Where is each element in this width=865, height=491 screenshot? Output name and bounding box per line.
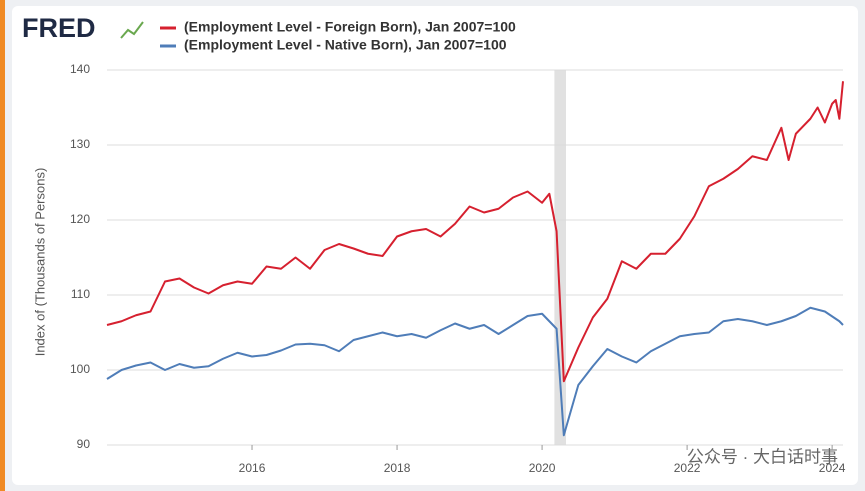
y-tick-label: 100 xyxy=(70,362,90,376)
logo: FRED xyxy=(22,13,96,43)
y-tick-label: 90 xyxy=(77,437,91,451)
x-tick-label: 2024 xyxy=(819,461,846,475)
side-bar xyxy=(0,0,5,491)
logo-icon xyxy=(120,21,144,39)
y-tick-label: 110 xyxy=(71,287,90,301)
x-tick-label: 2020 xyxy=(529,461,556,475)
legend-label: (Employment Level - Foreign Born), Jan 2… xyxy=(184,19,516,35)
y-tick-label: 140 xyxy=(70,62,90,76)
x-tick-label: 2022 xyxy=(674,461,701,475)
card xyxy=(12,6,858,485)
series-line xyxy=(106,306,844,437)
y-tick-label: 130 xyxy=(70,137,90,151)
y-axis-label: Index of (Thousands of Persons) xyxy=(32,168,47,357)
recession-shade xyxy=(554,70,567,445)
series-line xyxy=(106,81,844,383)
watermark: 公众号 · 大白话时事 xyxy=(687,447,838,466)
legend-label: (Employment Level - Native Born), Jan 20… xyxy=(184,37,507,53)
x-tick-label: 2016 xyxy=(239,461,266,475)
x-tick-label: 2018 xyxy=(384,461,411,475)
y-tick-label: 120 xyxy=(70,212,90,226)
